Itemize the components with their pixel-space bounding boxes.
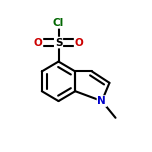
Text: O: O bbox=[34, 38, 42, 48]
Text: O: O bbox=[75, 38, 83, 48]
Text: N: N bbox=[97, 96, 106, 106]
Text: S: S bbox=[55, 38, 62, 48]
Text: Cl: Cl bbox=[53, 18, 64, 28]
